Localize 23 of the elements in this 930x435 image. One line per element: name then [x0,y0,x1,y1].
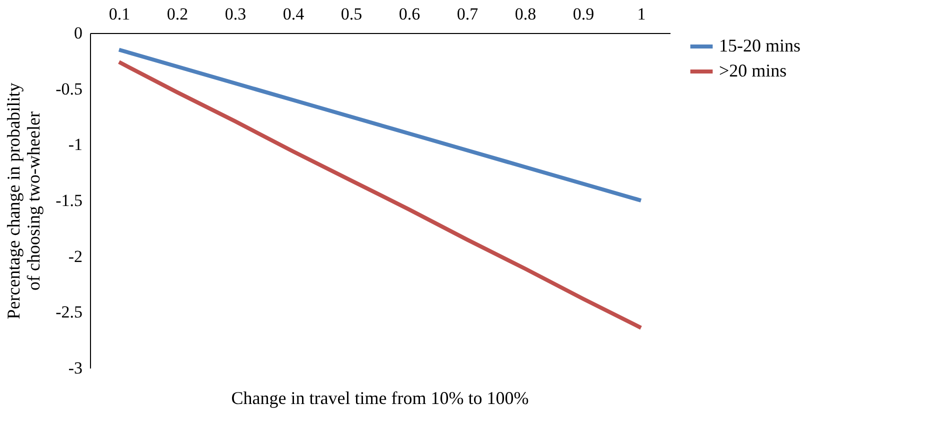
x-tick-label: 0.5 [340,4,362,24]
legend-label: 15-20 mins [719,36,801,56]
y-tick-label: -2.5 [56,302,82,322]
line-series [117,60,643,330]
x-tick-label: 0.3 [224,4,246,24]
legend-label: >20 mins [719,60,787,80]
x-tick-label: 1 [637,4,646,24]
x-tick-label: 0.8 [514,4,536,24]
y-tick-label: -1 [68,135,82,154]
y-tick-label: -3 [68,358,82,378]
y-tick-label: -2 [68,246,82,266]
x-tick-label: 0.6 [398,4,420,24]
x-tick-label: 0.4 [282,4,305,24]
x-axis-title: Change in travel time from 10% to 100% [231,388,529,408]
y-axis-title: Percentage change in probability of choosing two-wheeler [4,82,44,320]
x-tick-label: 0.7 [456,4,479,24]
y-tick-label: -0.5 [56,79,82,98]
x-tick-label: 0.9 [572,4,594,24]
y-tick-label: 0 [74,24,82,42]
x-tick-label: 0.2 [166,4,188,24]
line-series [117,48,643,202]
y-tick-label: -1.5 [56,191,82,210]
x-tick-label: 0.1 [108,4,130,24]
